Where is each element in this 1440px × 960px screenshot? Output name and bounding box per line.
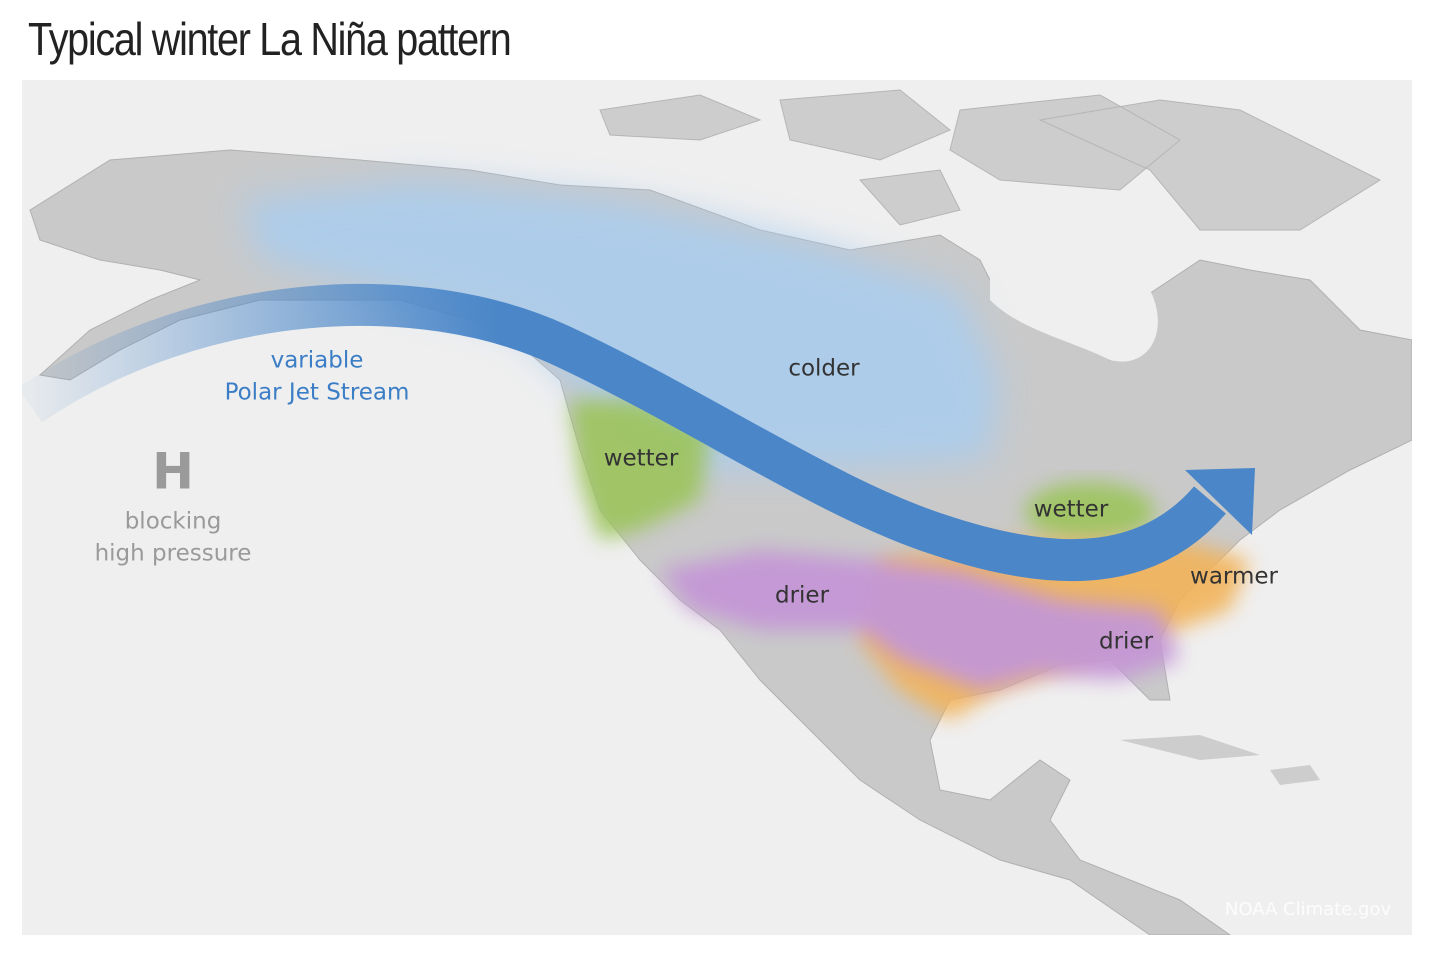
region-label: wetter (604, 446, 679, 472)
jet-label: variable (271, 348, 364, 374)
region-label: warmer (1190, 564, 1279, 590)
jet-label: Polar Jet Stream (225, 380, 410, 406)
region-label: colder (788, 356, 860, 382)
drier-area (660, 550, 1180, 690)
title: Typical winter La Niña pattern (28, 13, 512, 65)
region-label: drier (775, 583, 830, 609)
high-pressure-label: high pressure (95, 541, 252, 567)
wetter-east-area (1025, 482, 1155, 542)
hudson-bay (990, 252, 1158, 362)
caribbean (1120, 735, 1320, 785)
map-area (22, 80, 1412, 935)
wetter-west-area (570, 400, 710, 540)
high-pressure-symbol: H (152, 443, 194, 501)
high-pressure-label: blocking (125, 509, 222, 535)
region-label: wetter (1034, 497, 1109, 523)
region-label: drier (1099, 629, 1154, 655)
jet-stream (22, 283, 1226, 582)
arctic-islands (599, 89, 1382, 231)
colder-area (240, 180, 1000, 470)
credit: NOAA Climate.gov (1225, 899, 1392, 920)
jet-arrowhead (1185, 468, 1255, 535)
